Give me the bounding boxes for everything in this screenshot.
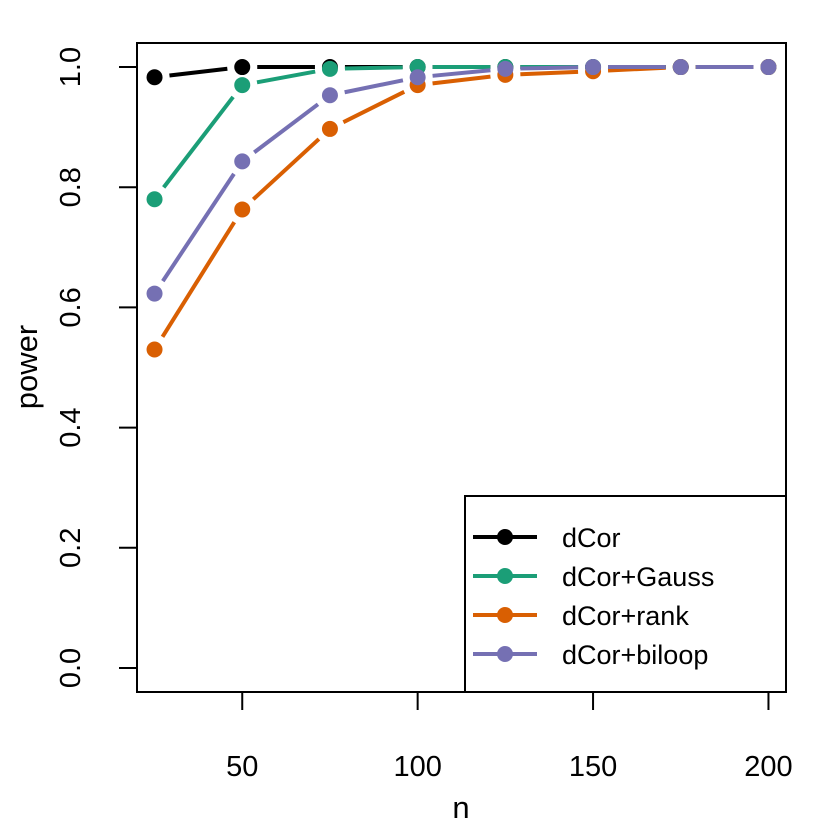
data-point: [146, 69, 163, 86]
legend-marker: [497, 646, 513, 662]
series-dcor-rank: [146, 59, 777, 358]
y-tick-label: 0.6: [55, 287, 87, 327]
y-tick-label: 0.0: [55, 648, 87, 688]
data-point: [321, 60, 338, 77]
legend-label: dCor: [562, 523, 621, 553]
data-point: [146, 341, 163, 358]
series-line-segment: [344, 78, 404, 95]
series-line-segment: [432, 74, 491, 86]
series-line-segment: [520, 69, 579, 77]
x-tick-label: 200: [744, 751, 792, 783]
series-line-segment: [520, 65, 579, 71]
series-group: [146, 59, 777, 358]
data-point: [321, 120, 338, 137]
series-line-segment: [256, 69, 316, 85]
legend-label: dCor+Gauss: [562, 562, 714, 592]
series-line-segment: [251, 137, 321, 201]
legend: dCor dCor+Gauss dCor+rank dCor+biloop: [464, 495, 787, 693]
data-point: [234, 77, 251, 94]
y-tick-label: 0.4: [55, 407, 87, 447]
x-tick-label: 50: [226, 751, 258, 783]
series-line-segment: [253, 102, 320, 154]
series-line-segment: [162, 95, 235, 189]
legend-label: dCor+biloop: [562, 640, 708, 670]
y-axis-title: power: [9, 325, 44, 409]
data-point: [321, 87, 338, 104]
data-point: [234, 153, 251, 170]
series-line-segment: [169, 66, 228, 78]
series-dcor-biloop: [146, 59, 777, 302]
data-point: [146, 191, 163, 208]
series-line-segment: [344, 65, 403, 71]
data-point: [146, 285, 163, 302]
x-tick-label: 100: [393, 751, 441, 783]
series-line-segment: [161, 172, 236, 283]
legend-marker: [497, 568, 513, 584]
y-tick-label: 1.0: [55, 47, 87, 87]
legend-marker: [497, 607, 513, 623]
series-line-segment: [432, 68, 491, 78]
legend-label: dCor+rank: [562, 601, 689, 631]
data-point: [409, 69, 426, 86]
legend-box: [464, 495, 787, 693]
x-axis-title: n: [452, 790, 469, 825]
data-point: [497, 60, 514, 77]
data-point: [234, 59, 251, 76]
data-point: [760, 59, 777, 76]
x-tick-label: 150: [569, 751, 617, 783]
y-tick-label: 0.8: [55, 167, 87, 207]
series-line-segment: [160, 221, 236, 338]
legend-marker: [497, 529, 513, 545]
data-point: [585, 59, 602, 76]
data-point: [672, 59, 689, 76]
data-point: [234, 201, 251, 218]
y-tick-label: 0.2: [55, 528, 87, 568]
series-line-segment: [342, 89, 406, 125]
